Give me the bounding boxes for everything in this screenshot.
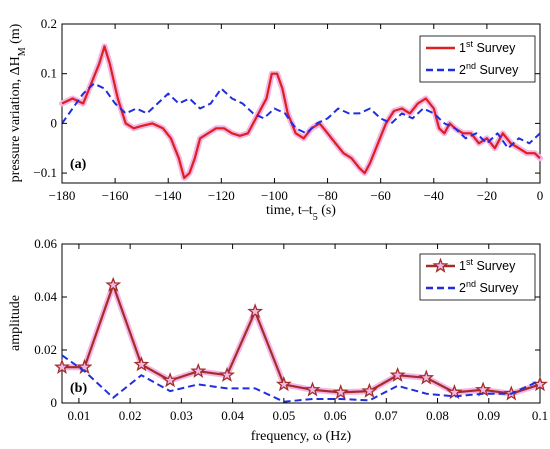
legend-label-a-2: 2nd Survey <box>459 61 519 77</box>
panel-label-b: (b) <box>70 381 87 396</box>
x-tick-label-b-8: 0.09 <box>477 408 500 423</box>
x-tick-label-b-2: 0.03 <box>170 408 193 423</box>
data-point-b-5 <box>190 362 207 379</box>
y-tick-label-a-2: 0.1 <box>41 66 57 81</box>
y-tick-label-b-0: 0 <box>51 395 58 410</box>
x-tick-label-b-1: 0.02 <box>119 408 142 423</box>
data-point-b-1 <box>76 358 93 375</box>
series-line-a-1 <box>61 82 541 150</box>
y-tick-label-a-0: −0.1 <box>33 165 57 180</box>
data-point-b-15 <box>475 381 492 397</box>
x-tick-label-b-4: 0.05 <box>272 408 295 423</box>
x-tick-label-b-9: 0.1 <box>532 408 548 423</box>
data-point-b-12 <box>389 366 406 382</box>
chart-spectrum: 0.01 0.02 0.03 0.04 0.05 0.06 0.07 0.08 0.09 0.1 0… <box>8 236 548 444</box>
legend-b: 1st Survey 2nd Survey <box>419 253 536 301</box>
series-halo-b-0 <box>59 282 543 397</box>
data-point-b-6 <box>219 366 236 382</box>
y-tick-label-b-2: 0.04 <box>34 289 57 304</box>
y-tick-label-a-1: 0 <box>51 115 58 130</box>
x-tick-label-a-7: −40 <box>424 188 444 203</box>
chart-time-series: −180 −160 −140 −120 −100 −80 −60 −40 −20 0 −0.1 0 0.… <box>8 16 543 223</box>
y-tick-label-b-1: 0.02 <box>34 342 57 357</box>
x-axis-label-b: frequency, ω (Hz) <box>251 429 352 444</box>
legend-a: 1st Survey 2nd Survey <box>419 35 536 83</box>
data-point-b-7 <box>247 303 264 319</box>
legend-box-a <box>419 35 536 83</box>
x-tick-label-b-6: 0.07 <box>375 408 398 423</box>
x-tick-label-a-3: −120 <box>208 188 235 203</box>
data-point-b-2 <box>105 276 122 292</box>
x-tick-label-a-0: −180 <box>49 188 76 203</box>
data-point-b-3 <box>133 356 150 372</box>
x-tick-label-b-0: 0.01 <box>68 408 91 423</box>
data-point-b-9 <box>304 381 321 397</box>
y-axis-label-b: amplitude <box>8 295 23 351</box>
x-tick-label-a-5: −80 <box>317 188 337 203</box>
series-group-b <box>54 276 548 403</box>
x-tick-label-a-9: 0 <box>537 188 544 203</box>
x-tick-label-a-1: −160 <box>102 188 129 203</box>
ticks-a: −180 −160 −140 −120 −100 −80 −60 −40 −20 0 −0.1 0 0.… <box>33 16 543 203</box>
data-point-b-0 <box>54 358 70 375</box>
data-point-b-11 <box>361 382 378 398</box>
x-tick-label-b-3: 0.04 <box>221 408 244 423</box>
data-point-b-4 <box>162 372 179 388</box>
ticks-b: 0.01 0.02 0.03 0.04 0.05 0.06 0.07 0.08 0.09 0.1 0… <box>34 236 548 423</box>
x-axis-label-a: time, t–t5 (s) <box>266 203 336 223</box>
x-tick-label-b-7: 0.08 <box>426 408 449 423</box>
x-tick-label-a-4: −100 <box>261 188 288 203</box>
legend-label-b-1: 1st Survey <box>459 257 516 273</box>
data-point-b-13 <box>418 369 435 385</box>
data-point-b-8 <box>275 375 292 392</box>
series-group-a <box>59 43 543 181</box>
y-axis-label-a: pressure variation, ΔHM (m) <box>8 23 28 182</box>
series-line-b-1 <box>61 354 541 403</box>
panel-label-a: (a) <box>70 157 87 172</box>
y-tick-label-b-3: 0.06 <box>34 236 57 251</box>
y-tick-label-a-3: 0.2 <box>41 16 57 31</box>
legend-marker-b <box>432 257 449 273</box>
x-tick-label-a-6: −60 <box>370 188 390 203</box>
data-point-b-14 <box>446 383 463 400</box>
legend-label-b-2: 2nd Survey <box>459 279 519 295</box>
x-tick-label-b-5: 0.06 <box>324 408 347 423</box>
x-tick-label-a-2: −140 <box>155 188 182 203</box>
data-point-b-10 <box>332 384 349 400</box>
legend-label-a-1: 1st Survey <box>459 39 516 55</box>
plot-frame-b <box>61 243 541 404</box>
x-tick-label-a-8: −20 <box>477 188 497 203</box>
